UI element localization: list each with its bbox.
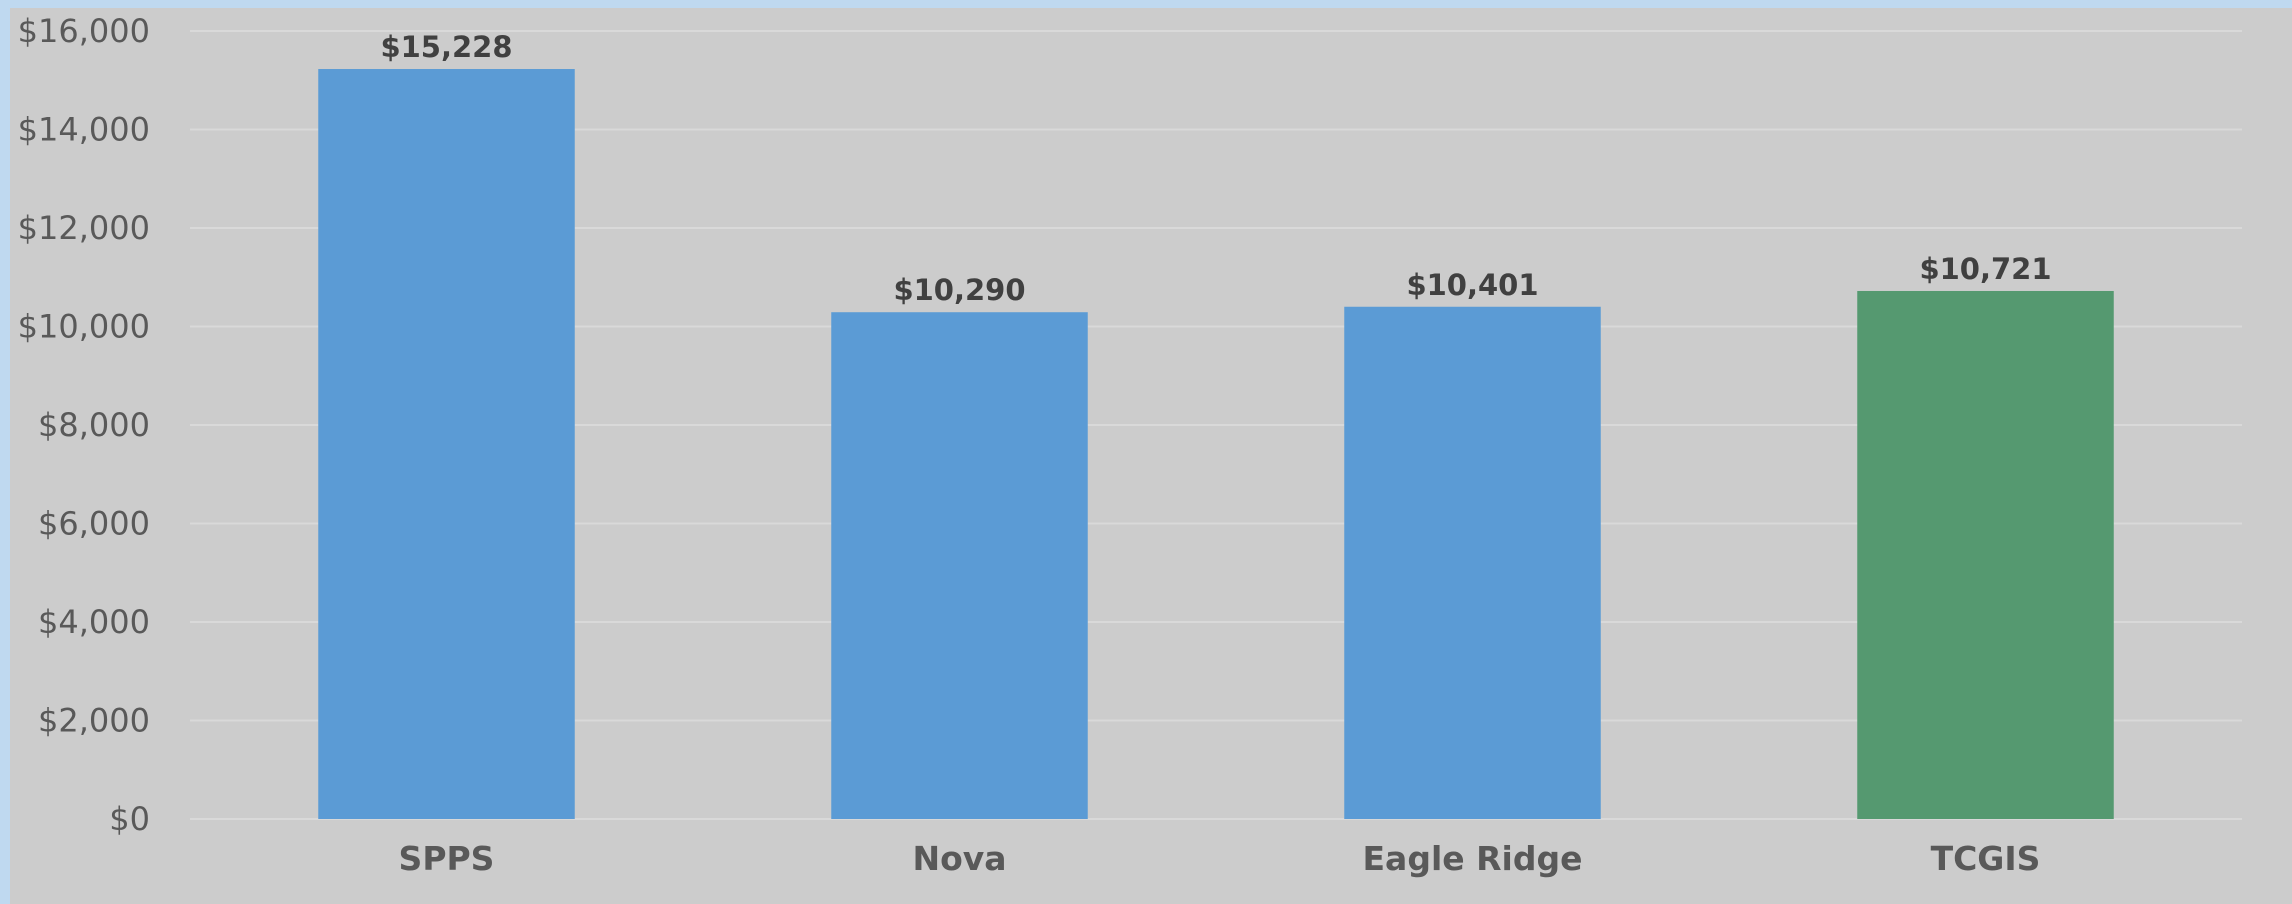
x-category-label: Eagle Ridge bbox=[1363, 839, 1583, 878]
y-tick-label: $0 bbox=[109, 800, 150, 838]
x-axis-category-labels: SPPS Nova Eagle Ridge TCGIS bbox=[399, 839, 2041, 878]
bar-tcgis bbox=[1857, 290, 2114, 820]
bars bbox=[318, 69, 2114, 820]
chart-panel: $0 $2,000 $4,000 $6,000 $8,000 $10,000 $12,000… bbox=[10, 8, 2292, 904]
bar-spps bbox=[318, 69, 575, 819]
x-category-label: SPPS bbox=[399, 839, 495, 878]
y-tick-label: $16,000 bbox=[18, 12, 150, 50]
data-label: $10,401 bbox=[1406, 268, 1538, 302]
y-tick-label: $10,000 bbox=[18, 308, 150, 346]
x-category-label: TCGIS bbox=[1931, 839, 2041, 878]
data-label: $10,721 bbox=[1919, 252, 2051, 286]
bar-eagle-ridge bbox=[1344, 306, 1601, 820]
y-tick-label: $12,000 bbox=[18, 209, 150, 247]
y-tick-label: $6,000 bbox=[38, 505, 150, 543]
y-tick-label: $4,000 bbox=[38, 603, 150, 641]
y-tick-label: $8,000 bbox=[38, 406, 150, 444]
y-axis-tick-labels: $0 $2,000 $4,000 $6,000 $8,000 $10,000 $12,000… bbox=[18, 12, 150, 838]
data-label: $10,290 bbox=[893, 273, 1025, 307]
bar-chart: $0 $2,000 $4,000 $6,000 $8,000 $10,000 $12,000… bbox=[18, 12, 2242, 878]
bar-nova bbox=[831, 312, 1088, 819]
x-category-label: Nova bbox=[912, 839, 1006, 878]
y-tick-label: $2,000 bbox=[38, 702, 150, 740]
data-labels: $15,228 $10,290 $10,401 $10,721 bbox=[380, 30, 2051, 307]
y-tick-label: $14,000 bbox=[18, 111, 150, 149]
data-label: $15,228 bbox=[380, 30, 512, 64]
